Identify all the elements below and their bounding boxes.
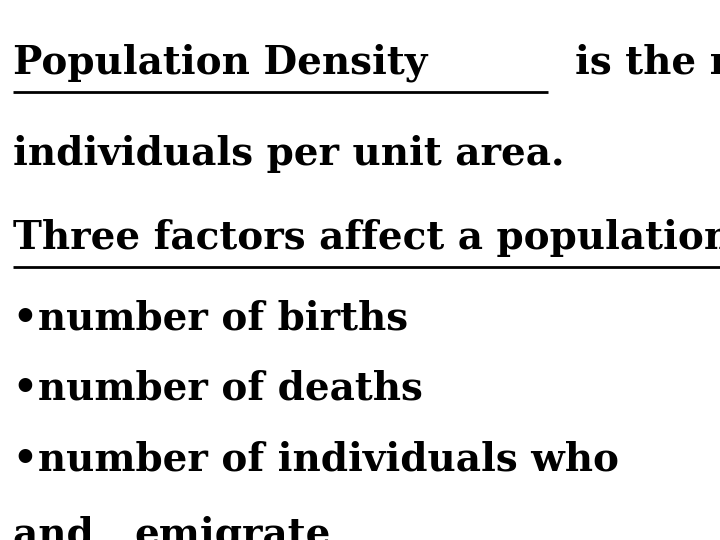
Text: emigrate: emigrate: [135, 516, 331, 540]
Text: Population Density: Population Density: [13, 43, 428, 82]
Text: •number of deaths: •number of deaths: [13, 370, 423, 408]
Text: is the number of: is the number of: [548, 43, 720, 81]
Text: individuals per unit area.: individuals per unit area.: [13, 135, 564, 173]
Text: •number of individuals who: •number of individuals who: [13, 440, 632, 478]
Text: and: and: [13, 516, 107, 540]
Text: Three factors affect a population’s size:: Three factors affect a population’s size…: [13, 219, 720, 256]
Text: •number of births: •number of births: [13, 300, 408, 338]
